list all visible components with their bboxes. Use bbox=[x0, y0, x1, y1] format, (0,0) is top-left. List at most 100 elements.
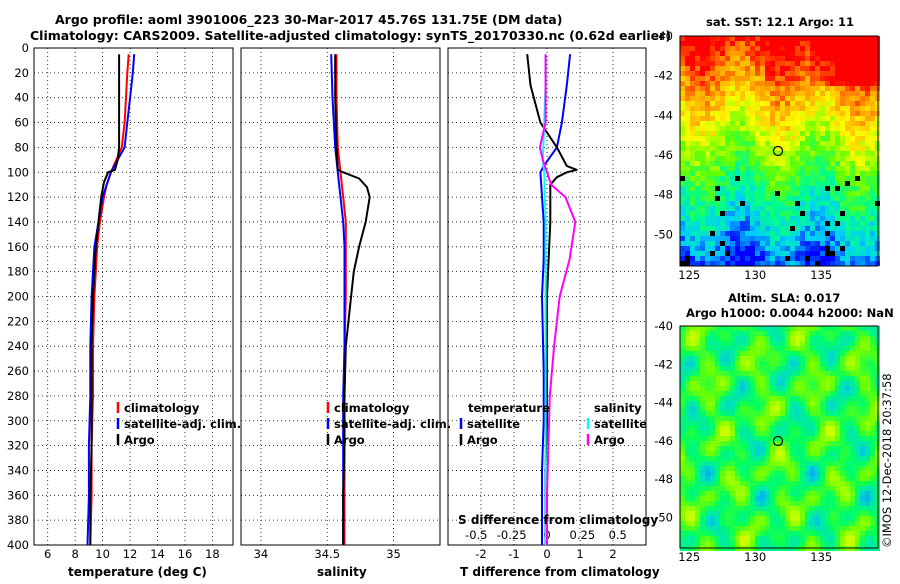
sla-cell bbox=[795, 496, 800, 501]
sla-cell bbox=[845, 431, 850, 436]
sst-cell bbox=[745, 101, 750, 106]
sst-cell bbox=[790, 136, 795, 141]
sst-cell bbox=[790, 56, 795, 61]
sst-cell bbox=[725, 121, 730, 126]
sst-cell bbox=[735, 206, 740, 211]
sst-cell bbox=[815, 196, 820, 201]
sst-cell bbox=[815, 41, 820, 46]
map-lon-tick: 125 bbox=[678, 268, 700, 282]
sla-cell bbox=[800, 476, 805, 481]
sst-cell bbox=[715, 96, 720, 101]
sla-cell bbox=[740, 461, 745, 466]
sla-cell bbox=[810, 486, 815, 491]
sla-cell bbox=[855, 511, 860, 516]
sst-cell bbox=[870, 56, 875, 61]
sst-cell bbox=[815, 246, 820, 251]
sla-cell bbox=[750, 421, 755, 426]
sst-cell bbox=[865, 226, 870, 231]
sla-cell bbox=[810, 481, 815, 486]
sst-cell bbox=[830, 76, 835, 81]
salinity-xlabel: salinity bbox=[317, 565, 367, 579]
sla-cell bbox=[770, 541, 775, 546]
sst-cell bbox=[800, 161, 805, 166]
series-climatology bbox=[89, 54, 130, 546]
sla-cell bbox=[785, 481, 790, 486]
sla-cell bbox=[735, 536, 740, 541]
sst-cell bbox=[680, 91, 685, 96]
sla-cell bbox=[805, 366, 810, 371]
sst-cell bbox=[780, 141, 785, 146]
sla-cell bbox=[865, 406, 870, 411]
sst-cell bbox=[805, 236, 810, 241]
sst-cell bbox=[720, 171, 725, 176]
sla-cell bbox=[815, 481, 820, 486]
sst-cell bbox=[835, 141, 840, 146]
sst-cell bbox=[765, 201, 770, 206]
sla-cell bbox=[745, 371, 750, 376]
sla-cell bbox=[820, 351, 825, 356]
sla-cell bbox=[850, 396, 855, 401]
sst-cell bbox=[810, 221, 815, 226]
sla-cell bbox=[810, 326, 815, 331]
sst-cell bbox=[740, 101, 745, 106]
sla-cell bbox=[760, 356, 765, 361]
sst-cell bbox=[825, 66, 830, 71]
sst-cell bbox=[685, 81, 690, 86]
sst-cell bbox=[815, 211, 820, 216]
sst-cell bbox=[825, 106, 830, 111]
sla-cell bbox=[775, 331, 780, 336]
sst-cell bbox=[810, 196, 815, 201]
sst-cell bbox=[865, 201, 870, 206]
sst-cell bbox=[790, 181, 795, 186]
sla-cell bbox=[705, 386, 710, 391]
sla-cell bbox=[775, 386, 780, 391]
sst-cell bbox=[710, 66, 715, 71]
sst-cell bbox=[755, 246, 760, 251]
sst-cell bbox=[805, 171, 810, 176]
sla-cell bbox=[810, 501, 815, 506]
sla-cell bbox=[820, 501, 825, 506]
sst-cell bbox=[800, 76, 805, 81]
sla-cell bbox=[800, 386, 805, 391]
sla-cell bbox=[680, 436, 685, 441]
sst-cell bbox=[805, 246, 810, 251]
sst-cell bbox=[845, 226, 850, 231]
sla-cell bbox=[850, 336, 855, 341]
sla-cell bbox=[840, 426, 845, 431]
sst-cell bbox=[715, 71, 720, 76]
sla-cell bbox=[685, 376, 690, 381]
sla-cell bbox=[720, 446, 725, 451]
sst-cell bbox=[740, 126, 745, 131]
sst-cell bbox=[735, 56, 740, 61]
sla-cell bbox=[685, 336, 690, 341]
sla-cell bbox=[830, 431, 835, 436]
sst-cell bbox=[815, 46, 820, 51]
sla-cell bbox=[780, 401, 785, 406]
sst-cell bbox=[785, 86, 790, 91]
sla-cell bbox=[725, 436, 730, 441]
sla-cell bbox=[830, 511, 835, 516]
sst-cell bbox=[765, 66, 770, 71]
sst-cell bbox=[680, 136, 685, 141]
sst-cell bbox=[810, 71, 815, 76]
sla-cell bbox=[755, 326, 760, 331]
sla-cell bbox=[825, 366, 830, 371]
sla-cell bbox=[705, 441, 710, 446]
sla-cell bbox=[825, 381, 830, 386]
sst-cell bbox=[805, 256, 810, 261]
sla-cell bbox=[765, 446, 770, 451]
sla-cell bbox=[735, 421, 740, 426]
sla-cell bbox=[795, 486, 800, 491]
sla-cell bbox=[810, 426, 815, 431]
sst-cell bbox=[775, 56, 780, 61]
sla-cell bbox=[735, 501, 740, 506]
sla-cell bbox=[735, 401, 740, 406]
sla-cell bbox=[800, 331, 805, 336]
sla-cell bbox=[750, 396, 755, 401]
sst-cell bbox=[755, 191, 760, 196]
sla-cell bbox=[790, 351, 795, 356]
sla-cell bbox=[845, 451, 850, 456]
sla-cell bbox=[730, 511, 735, 516]
sla-cell bbox=[855, 341, 860, 346]
sla-cell bbox=[765, 401, 770, 406]
